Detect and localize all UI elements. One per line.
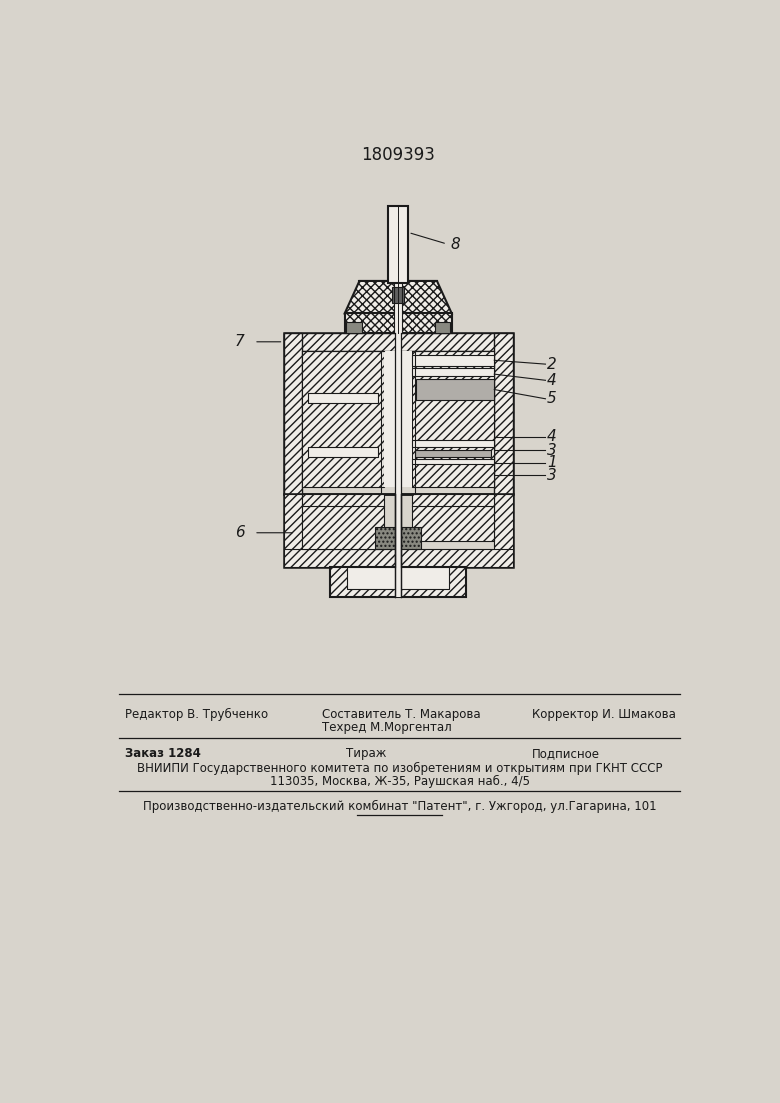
Bar xyxy=(412,355,495,366)
Bar xyxy=(345,313,452,333)
Text: 2: 2 xyxy=(547,356,557,372)
Bar xyxy=(375,527,421,549)
Text: ВНИИПИ Государственного комитета по изобретениям и открытиям при ГКНТ СССР: ВНИИПИ Государственного комитета по изоб… xyxy=(137,762,662,775)
Bar xyxy=(283,549,513,567)
Bar xyxy=(416,378,495,400)
Text: Подписное: Подписное xyxy=(531,747,600,760)
Bar xyxy=(412,459,495,464)
Bar xyxy=(308,448,378,457)
Bar xyxy=(412,440,495,447)
Bar xyxy=(330,567,466,597)
Bar xyxy=(308,394,378,403)
Text: Составитель Т. Макарова: Составитель Т. Макарова xyxy=(322,708,481,721)
Bar xyxy=(434,322,450,333)
Text: 4: 4 xyxy=(547,429,557,445)
Text: Тираж: Тираж xyxy=(346,747,386,760)
Text: 3: 3 xyxy=(547,468,557,482)
Bar xyxy=(283,494,302,567)
Bar xyxy=(395,494,401,597)
Bar xyxy=(346,322,362,333)
Bar xyxy=(495,494,513,567)
Bar xyxy=(385,351,412,486)
Bar xyxy=(395,333,401,567)
Bar xyxy=(495,333,513,494)
Text: 6: 6 xyxy=(235,525,245,540)
Text: 8: 8 xyxy=(451,236,461,251)
Text: 1809393: 1809393 xyxy=(361,147,435,164)
Bar xyxy=(347,567,449,589)
Bar xyxy=(412,494,495,542)
Text: 1: 1 xyxy=(547,456,557,470)
Bar xyxy=(360,281,437,313)
Text: 5: 5 xyxy=(547,392,557,406)
Polygon shape xyxy=(345,281,452,313)
Bar xyxy=(412,351,495,486)
Text: Производственно-издательский комбинат "Патент", г. Ужгород, ул.Гагарина, 101: Производственно-издательский комбинат "П… xyxy=(143,800,657,813)
Text: Техред М.Моргентал: Техред М.Моргентал xyxy=(322,721,452,735)
Text: 7: 7 xyxy=(235,334,245,350)
Text: Заказ 1284: Заказ 1284 xyxy=(125,747,200,760)
Bar xyxy=(302,351,385,486)
Bar xyxy=(388,205,408,282)
Text: Корректор И. Шмакова: Корректор И. Шмакова xyxy=(531,708,675,721)
Bar xyxy=(412,368,495,376)
Text: 4: 4 xyxy=(547,373,557,388)
Bar xyxy=(392,287,404,302)
Bar xyxy=(395,282,402,333)
Text: 113035, Москва, Ж-35, Раушская наб., 4/5: 113035, Москва, Ж-35, Раушская наб., 4/5 xyxy=(270,775,530,789)
Bar xyxy=(283,494,513,567)
Bar xyxy=(302,494,385,549)
Text: 3: 3 xyxy=(547,443,557,458)
Bar xyxy=(415,450,491,458)
Bar xyxy=(283,333,513,351)
Bar xyxy=(283,333,302,494)
Text: Редактор В. Трубченко: Редактор В. Трубченко xyxy=(125,708,268,721)
Bar xyxy=(283,333,513,494)
